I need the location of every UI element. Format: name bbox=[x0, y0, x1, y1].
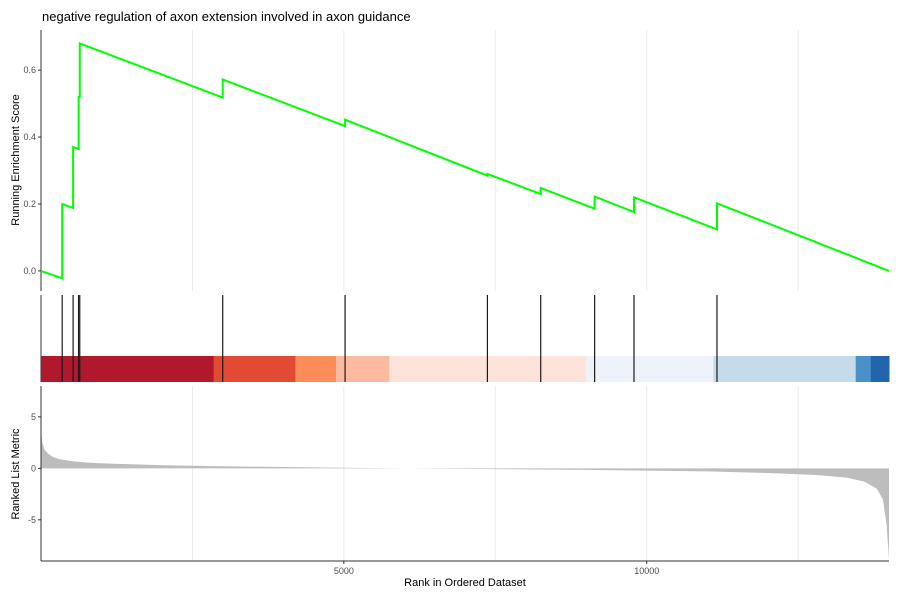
y-tick-label: -5 bbox=[28, 515, 36, 525]
x-tick-label: 10000 bbox=[634, 566, 659, 576]
y-tick-label: 0 bbox=[31, 463, 36, 473]
running-score-y-label: Running Enrichment Score bbox=[10, 94, 22, 225]
ranked-metric-panel: -5 0 5 5000 10000 Ranked List Metric Rank i… bbox=[10, 386, 889, 589]
running-score-panel: 0.0 0.2 0.4 0.6 Running Enrichment Score bbox=[10, 30, 890, 291]
color-band bbox=[870, 356, 890, 382]
running-score-line bbox=[40, 41, 890, 280]
ranked-metric-y-ticks: -5 0 5 bbox=[28, 412, 41, 525]
color-band bbox=[213, 356, 296, 382]
y-tick-label: 5 bbox=[31, 412, 36, 422]
y-tick-label: 0.2 bbox=[23, 199, 36, 209]
y-tick-label: 0.0 bbox=[23, 266, 36, 276]
color-band bbox=[335, 356, 390, 382]
color-band bbox=[295, 356, 337, 382]
x-tick-label: 5000 bbox=[334, 566, 354, 576]
color-band bbox=[855, 356, 872, 382]
ranked-metric-y-label: Ranked List Metric bbox=[10, 428, 22, 520]
ranked-metric-area bbox=[41, 427, 889, 559]
gene-set-hits-panel bbox=[40, 295, 890, 382]
running-score-y-ticks: 0.0 0.2 0.4 0.6 bbox=[23, 65, 41, 276]
color-band bbox=[713, 356, 857, 382]
ranked-metric-x-label: Rank in Ordered Dataset bbox=[404, 577, 526, 589]
ranked-metric-x-ticks: 5000 10000 bbox=[334, 561, 659, 576]
running-score-gridlines bbox=[191, 30, 799, 291]
gene-hit-marks bbox=[61, 295, 718, 382]
chart-title: negative regulation of axon extension in… bbox=[42, 9, 411, 24]
y-tick-label: 0.4 bbox=[23, 132, 36, 142]
ranked-metric-gridlines bbox=[191, 386, 799, 561]
color-band bbox=[586, 356, 714, 382]
ranking-color-bar bbox=[41, 356, 890, 382]
y-tick-label: 0.6 bbox=[23, 65, 36, 75]
color-band bbox=[41, 356, 215, 382]
